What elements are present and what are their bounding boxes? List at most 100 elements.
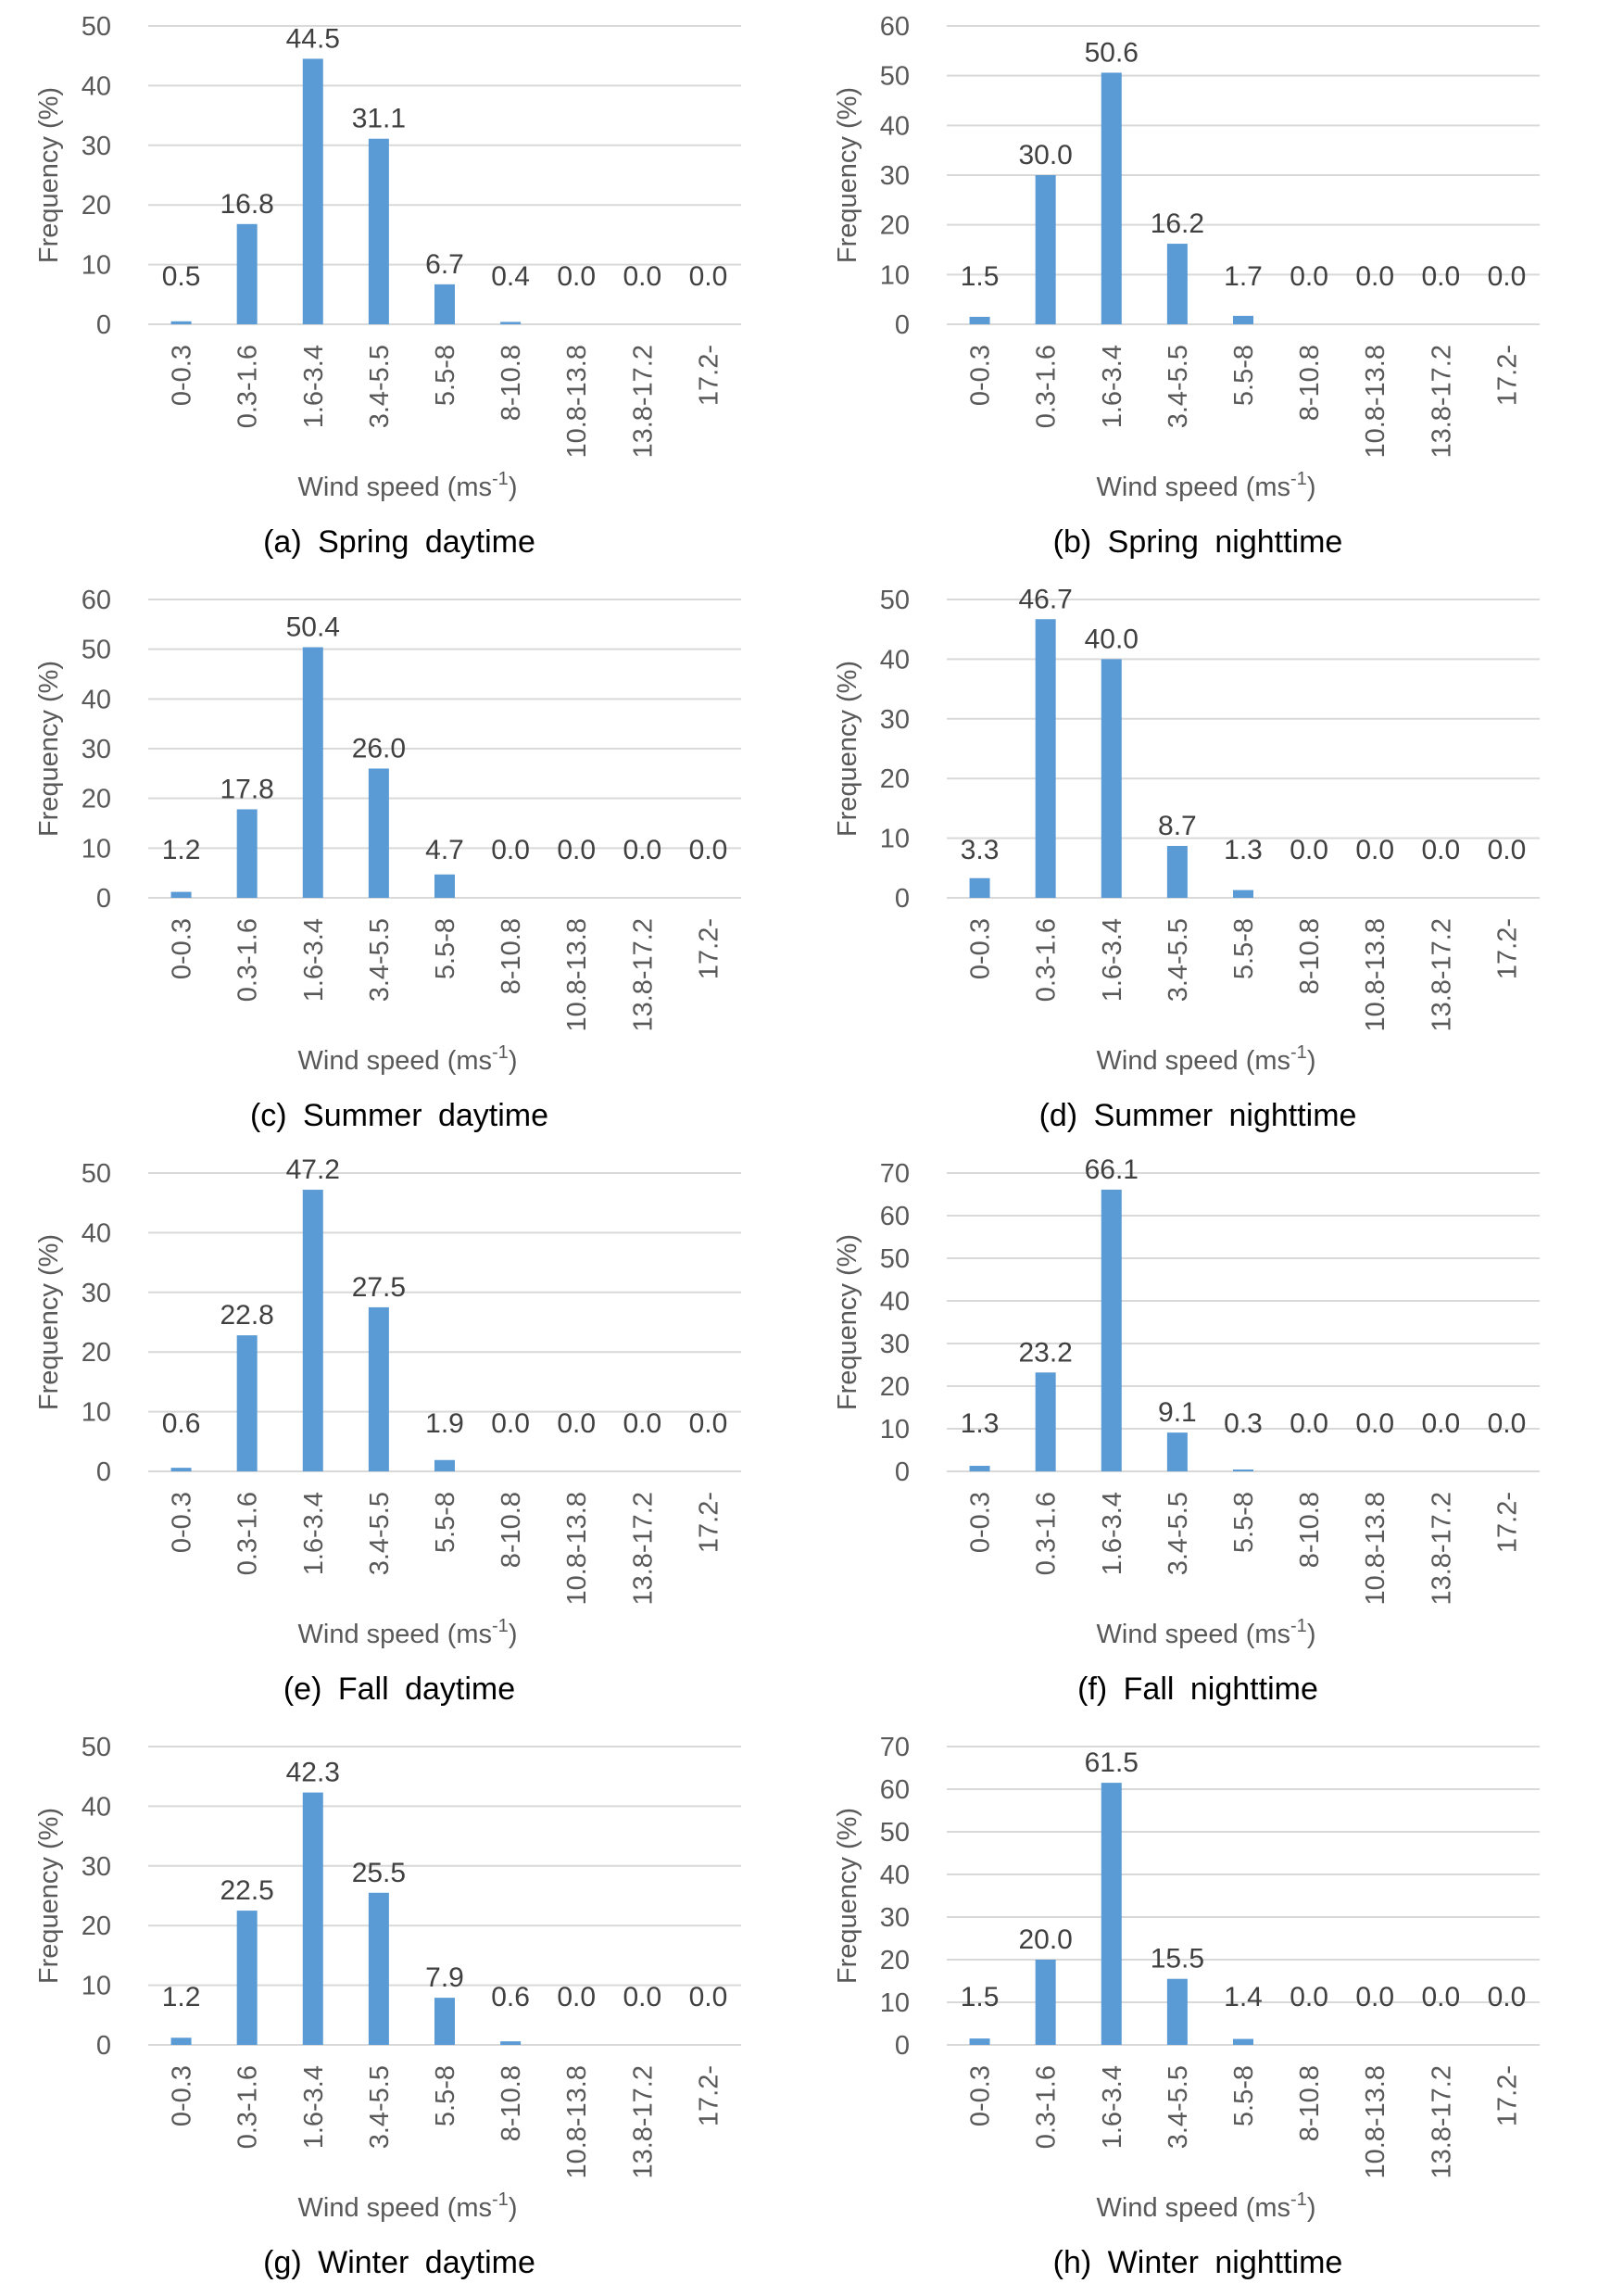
data-label: 17.8 — [220, 774, 273, 804]
data-label: 1.2 — [162, 835, 201, 865]
data-label: 7.9 — [425, 1962, 464, 1993]
y-tick-label: 50 — [880, 586, 910, 615]
caption-e: (e) Fall daytime — [283, 1672, 516, 1707]
x-tick-label: 1.6-3.4 — [299, 918, 329, 1002]
data-label: 0.0 — [689, 1408, 728, 1439]
x-tick-label: 3.4-5.5 — [1164, 1492, 1193, 1575]
bar-3.4-5.5 — [1166, 1978, 1188, 2045]
data-label: 20.0 — [1018, 1924, 1072, 1955]
x-tick-label: 13.8-17.2 — [1427, 2065, 1456, 2179]
x-tick-label: 0.3-1.6 — [1032, 918, 1062, 1002]
y-axis-title: Frequency (%) — [34, 661, 64, 837]
data-label: 0.0 — [689, 261, 728, 292]
bar-0.3-1.6 — [1035, 619, 1056, 898]
chart-svg-c: 0 10 20 30 40 50 60 1.2 0-0.3 17.8 0.3-1.6 50.4 1.6-… — [34, 586, 741, 1076]
data-label: 0.0 — [1290, 1408, 1328, 1439]
chart-panel-c: 0 10 20 30 40 50 60 1.2 0-0.3 17.8 0.3-1.6 50.4 1.6-… — [0, 574, 799, 1147]
x-tick-label: 8-10.8 — [497, 345, 526, 421]
x-tick-label: 0-0.3 — [966, 345, 996, 406]
data-label: 30.0 — [1018, 140, 1072, 170]
data-label: 0.4 — [491, 261, 530, 292]
y-tick-label: 30 — [880, 1330, 910, 1359]
y-tick-label: 40 — [880, 111, 910, 141]
chart-svg-d: 0 10 20 30 40 50 3.3 0-0.3 46.7 0.3-1.6 40.0 1.6-3.… — [833, 584, 1540, 1076]
chart-panel-d: 0 10 20 30 40 50 3.3 0-0.3 46.7 0.3-1.6 40.0 1.6-3.… — [799, 574, 1597, 1147]
data-label: 0.0 — [1355, 1982, 1394, 2012]
bar-3.4-5.5 — [1166, 845, 1188, 898]
bar-1.6-3.4 — [302, 647, 323, 898]
y-tick-label: 30 — [82, 735, 111, 764]
y-tick-label: 60 — [880, 1775, 910, 1805]
x-tick-label: 13.8-17.2 — [1427, 1492, 1456, 1606]
x-tick-label: 8-10.8 — [1295, 2065, 1325, 2141]
x-tick-label: 13.8-17.2 — [1427, 345, 1456, 459]
bar-0-0.3 — [969, 2038, 990, 2045]
x-tick-label: 0-0.3 — [168, 345, 197, 406]
y-tick-label: 20 — [82, 1911, 111, 1941]
y-axis-title: Frequency (%) — [34, 1808, 64, 1984]
data-label: 1.5 — [961, 261, 1000, 292]
y-tick-label: 0 — [895, 310, 910, 340]
x-tick-label: 8-10.8 — [497, 2065, 526, 2141]
x-tick-label: 17.2- — [694, 345, 724, 406]
data-label: 0.0 — [1421, 1982, 1460, 2012]
x-tick-label: 0.3-1.6 — [233, 1492, 263, 1575]
x-tick-label: 0-0.3 — [966, 1492, 996, 1553]
data-label: 0.0 — [1421, 261, 1460, 292]
data-label: 9.1 — [1158, 1397, 1197, 1428]
data-label: 46.7 — [1018, 584, 1072, 614]
x-tick-label: 17.2- — [694, 918, 724, 979]
y-axis-title: Frequency (%) — [34, 87, 64, 263]
data-label: 0.0 — [491, 835, 530, 865]
x-tick-label: 17.2- — [694, 1492, 724, 1553]
x-tick-label: 0.3-1.6 — [233, 345, 263, 428]
data-label: 50.6 — [1085, 37, 1139, 68]
y-tick-label: 30 — [82, 1279, 111, 1308]
data-label: 27.5 — [352, 1272, 406, 1303]
x-axis-title: Wind speed (ms-1) — [1097, 469, 1316, 502]
bar-0.3-1.6 — [236, 809, 258, 898]
data-label: 23.2 — [1018, 1337, 1072, 1368]
x-tick-label: 5.5-8 — [1229, 345, 1259, 406]
data-label: 26.0 — [352, 733, 406, 763]
data-label: 0.0 — [1488, 835, 1527, 865]
data-label: 0.0 — [623, 1982, 661, 2012]
data-label: 47.2 — [286, 1154, 340, 1185]
data-label: 0.0 — [689, 835, 728, 865]
caption-d: (d) Summer nighttime — [1038, 1098, 1357, 1133]
data-label: 0.6 — [162, 1408, 201, 1439]
data-label: 0.0 — [557, 1982, 596, 2012]
x-tick-label: 10.8-13.8 — [1361, 2065, 1390, 2179]
x-tick-label: 0.3-1.6 — [1032, 2065, 1062, 2149]
data-label: 0.0 — [1355, 835, 1394, 865]
y-tick-label: 30 — [880, 161, 910, 191]
bar-0-0.3 — [969, 1466, 990, 1471]
x-tick-label: 1.6-3.4 — [299, 1492, 329, 1575]
data-label: 1.3 — [1224, 835, 1263, 865]
x-axis-title: Wind speed (ms-1) — [1097, 1616, 1316, 1649]
bar-0.3-1.6 — [236, 1911, 258, 2045]
bar-0.3-1.6 — [236, 1335, 258, 1471]
data-label: 66.1 — [1085, 1154, 1139, 1185]
x-tick-label: 17.2- — [1492, 1492, 1522, 1553]
bar-1.6-3.4 — [1101, 659, 1122, 898]
x-tick-label: 8-10.8 — [1295, 345, 1325, 421]
data-label: 1.9 — [425, 1408, 464, 1439]
data-label: 1.3 — [961, 1408, 1000, 1439]
y-tick-label: 20 — [82, 191, 111, 221]
bar-0-0.3 — [170, 2037, 192, 2045]
y-axis-title: Frequency (%) — [833, 87, 862, 263]
data-label: 1.4 — [1224, 1982, 1263, 2012]
x-tick-label: 5.5-8 — [431, 918, 460, 979]
chart-svg-h: 0 10 20 30 40 50 60 70 1.5 0-0.3 20.0 0.3-1.6 61.5 1.… — [833, 1733, 1540, 2223]
x-tick-label: 3.4-5.5 — [1164, 345, 1193, 428]
chart-svg-b: 0 10 20 30 40 50 60 1.5 0-0.3 30.0 0.3-1.6 50.6 1.6-… — [833, 12, 1540, 502]
data-label: 0.0 — [1488, 1408, 1527, 1439]
y-tick-label: 10 — [880, 825, 910, 854]
y-tick-label: 20 — [82, 1338, 111, 1368]
y-tick-label: 50 — [880, 1818, 910, 1848]
y-tick-label: 10 — [82, 251, 111, 281]
x-tick-label: 13.8-17.2 — [628, 1492, 658, 1606]
y-tick-label: 60 — [82, 586, 111, 615]
